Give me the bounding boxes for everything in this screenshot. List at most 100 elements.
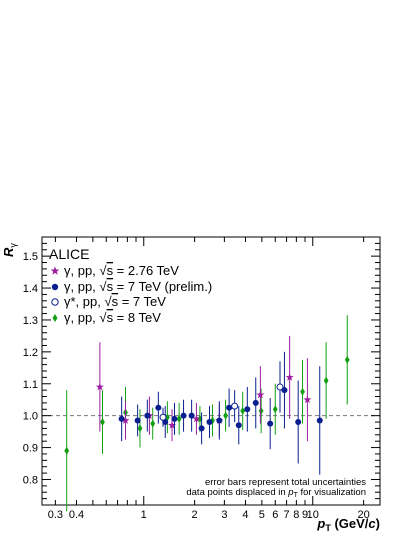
- y-axis-ticks: 0.8 0.9 1.0 1.1 1.2 1.3 1.4 1.5: [23, 236, 380, 506]
- circle-marker: [134, 417, 141, 424]
- y-axis-title-r: R: [1, 247, 16, 257]
- y-tick-label: 1.4: [23, 283, 38, 295]
- diamond-marker: [223, 411, 228, 420]
- legend: ALICE γ, pp, √s = 2.76 TeV γ, pp, √s = 7…: [49, 246, 212, 325]
- legend-label-suffix: = 2.76 TeV: [113, 263, 179, 278]
- circle-marker: [188, 412, 195, 419]
- circle-marker: [118, 415, 125, 422]
- y-tick-label: 1.5: [23, 251, 38, 263]
- circle-marker: [244, 406, 251, 413]
- circle-marker: [267, 420, 274, 427]
- star-marker: [95, 382, 104, 391]
- circle-marker: [206, 419, 213, 426]
- legend-label-prefix: γ, pp,: [64, 310, 99, 325]
- experiment-label: ALICE: [49, 246, 89, 262]
- x-tick-label: 2: [192, 509, 198, 521]
- series-open-circle: [159, 361, 284, 427]
- diamond-marker: [344, 355, 350, 364]
- circle-marker: [155, 404, 162, 411]
- diamond-marker: [100, 418, 105, 427]
- legend-label-suffix: = 8 TeV: [113, 310, 161, 325]
- x-tick-label: 7: [284, 509, 290, 521]
- diamond-marker: [240, 406, 246, 415]
- star-marker: [285, 373, 294, 381]
- diamond-marker: [300, 387, 305, 396]
- y-tick-label: 1.0: [23, 411, 38, 423]
- diamond-marker: [137, 424, 143, 433]
- star-marker: [303, 395, 312, 404]
- x-tick-label: 4: [242, 509, 248, 521]
- circle-marker: [198, 425, 205, 432]
- x-tick-label: 10: [307, 509, 319, 521]
- sqrt-symbol: √: [99, 263, 107, 278]
- diamond-marker: [272, 405, 278, 414]
- x-axis-title-sub: T: [325, 523, 331, 533]
- circle-marker: [216, 417, 223, 424]
- x-axis-title: pT (GeV/c): [316, 516, 380, 533]
- circle-marker: [171, 415, 178, 422]
- displacement-note-p: p: [287, 487, 293, 498]
- circle-marker: [144, 412, 151, 419]
- x-tick-label: 3: [221, 509, 227, 521]
- legend-label-suffix: = 7 TeV: [118, 294, 166, 309]
- x-tick-label: 9: [302, 509, 308, 521]
- x-tick-label: 8: [293, 509, 299, 521]
- open-circle-marker: [159, 413, 167, 421]
- legend-label-suffix: = 7 TeV (prelim.): [113, 279, 212, 294]
- sqrt-symbol: √: [99, 310, 107, 325]
- x-axis-title-c: c: [368, 516, 376, 531]
- open-circle-marker: [276, 383, 284, 391]
- x-tick-label: 0.3: [48, 509, 63, 521]
- y-tick-label: 1.2: [23, 347, 38, 359]
- star-marker-icon: [50, 266, 60, 275]
- x-axis-title-close: ): [376, 516, 380, 531]
- series-star: [95, 335, 312, 442]
- x-axis-ticks: 0.3 0.4 1 2 3 4 5 6 7 8 910 20: [48, 237, 370, 521]
- x-tick-label: 20: [357, 509, 369, 521]
- diamond-marker: [176, 414, 182, 423]
- series-circle: [118, 351, 323, 475]
- displacement-note-sub: T: [294, 492, 299, 499]
- legend-label-sqrt-arg: s: [112, 294, 119, 309]
- circle-marker: [180, 412, 187, 419]
- y-tick-label: 1.1: [23, 379, 38, 391]
- diamond-marker: [150, 419, 156, 428]
- legend-label: γ, pp, √s = 2.76 TeV: [64, 263, 179, 278]
- legend-item: γ, pp, √s = 8 TeV: [52, 310, 161, 325]
- circle-marker: [252, 399, 259, 406]
- diamond-marker: [323, 376, 329, 385]
- legend-label: γ, pp, √s = 7 TeV (prelim.): [64, 279, 212, 294]
- star-marker: [121, 416, 130, 424]
- legend-label-sqrt-arg: s: [107, 263, 114, 278]
- x-tick-label: 5: [259, 509, 265, 521]
- legend-label-prefix: γ, pp,: [64, 263, 99, 278]
- legend-label: γ*, pp, √s = 7 TeV: [64, 294, 166, 309]
- legend-label-prefix: γ, pp,: [64, 279, 99, 294]
- diamond-marker: [258, 406, 264, 415]
- filled-circle-marker-icon: [51, 283, 59, 291]
- diamond-marker: [64, 446, 70, 455]
- displacement-note-suffix: for visualization: [298, 487, 366, 498]
- circle-marker: [226, 404, 233, 411]
- x-axis-title-rest: (GeV/: [331, 516, 369, 531]
- data-series: [64, 315, 350, 512]
- x-tick-label: 1: [141, 509, 147, 521]
- y-axis-title-sub: γ: [8, 243, 18, 248]
- y-tick-label: 0.9: [23, 443, 38, 455]
- legend-item: γ, pp, √s = 7 TeV (prelim.): [51, 279, 212, 294]
- circle-marker: [295, 419, 302, 426]
- displacement-note: data points displaced in pT for visualiz…: [186, 487, 366, 499]
- star-marker: [256, 390, 265, 399]
- legend-label-sqrt-arg: s: [107, 279, 114, 294]
- x-tick-label: 6: [272, 509, 278, 521]
- legend-item: γ, pp, √s = 2.76 TeV: [50, 263, 179, 278]
- y-tick-label: 0.8: [23, 474, 38, 486]
- x-tick-label: 0.4: [69, 509, 84, 521]
- circle-marker: [316, 417, 323, 424]
- diamond-marker-icon: [52, 314, 58, 322]
- sqrt-symbol: √: [99, 279, 107, 294]
- sqrt-symbol: √: [104, 294, 112, 309]
- displacement-note-prefix: data points displaced in: [186, 487, 288, 498]
- open-circle-marker: [231, 402, 239, 410]
